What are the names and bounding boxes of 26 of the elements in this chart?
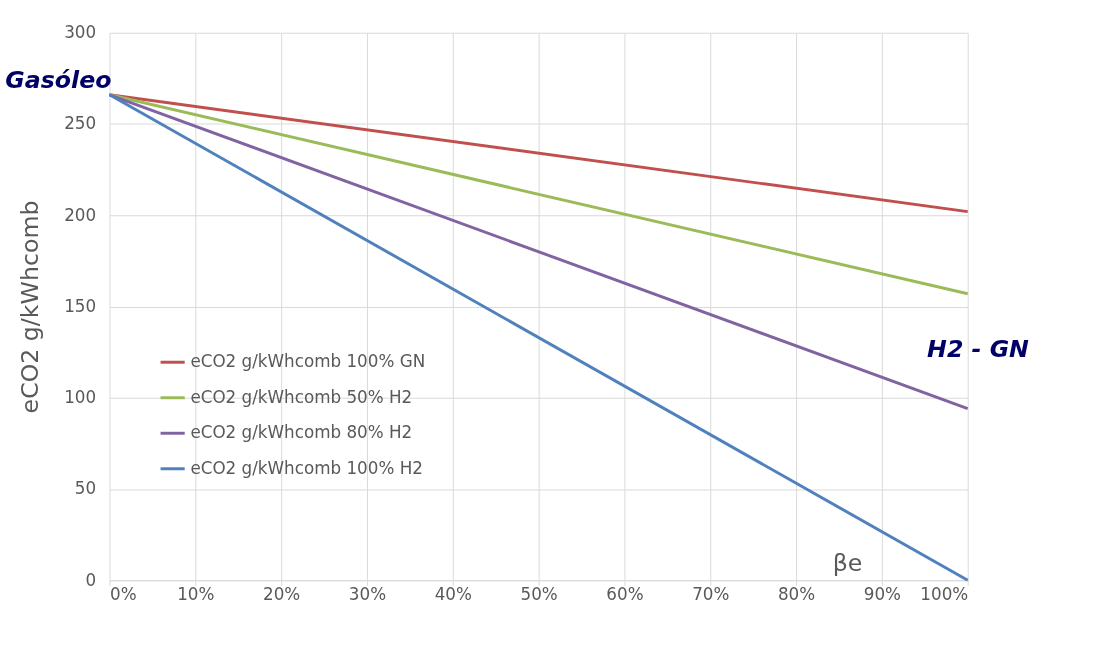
x-tick-label: 70%	[692, 584, 730, 605]
y-tick-label: 200	[64, 204, 97, 225]
x-tick-label: 0%	[109, 584, 137, 605]
x-axis-title: βe	[832, 549, 863, 578]
x-tick-label: 100%	[920, 584, 969, 605]
x-tick-label: 10%	[177, 584, 215, 605]
x-tick-label: 30%	[348, 584, 387, 605]
legend-label: eCO2 g/kWhcomb 100% H2	[190, 457, 423, 478]
annotation: H2 - GN	[927, 335, 1030, 364]
y-tick-label: 50	[74, 478, 97, 499]
legend-label: eCO2 g/kWhcomb 100% GN	[190, 351, 426, 372]
y-tick-label: 250	[64, 113, 97, 134]
y-tick-label: 100	[64, 387, 97, 408]
legend-label: eCO2 g/kWhcomb 50% H2	[190, 386, 413, 407]
x-tick-label: 80%	[777, 584, 816, 605]
y-tick-label: 0	[85, 569, 97, 590]
y-tick-label: 300	[64, 22, 97, 43]
legend-label: eCO2 g/kWhcomb 80% H2	[190, 422, 413, 443]
x-tick-label: 20%	[263, 584, 301, 605]
x-tick-label: 40%	[434, 584, 472, 605]
x-tick-label: 60%	[606, 584, 644, 605]
x-tick-label: 50%	[520, 584, 558, 605]
x-tick-label: 90%	[863, 584, 902, 605]
y-tick-label: 150	[64, 295, 97, 316]
annotation: Gasóleo	[5, 65, 112, 94]
y-axis-title: eCO2 g/kWhcomb	[15, 200, 44, 414]
